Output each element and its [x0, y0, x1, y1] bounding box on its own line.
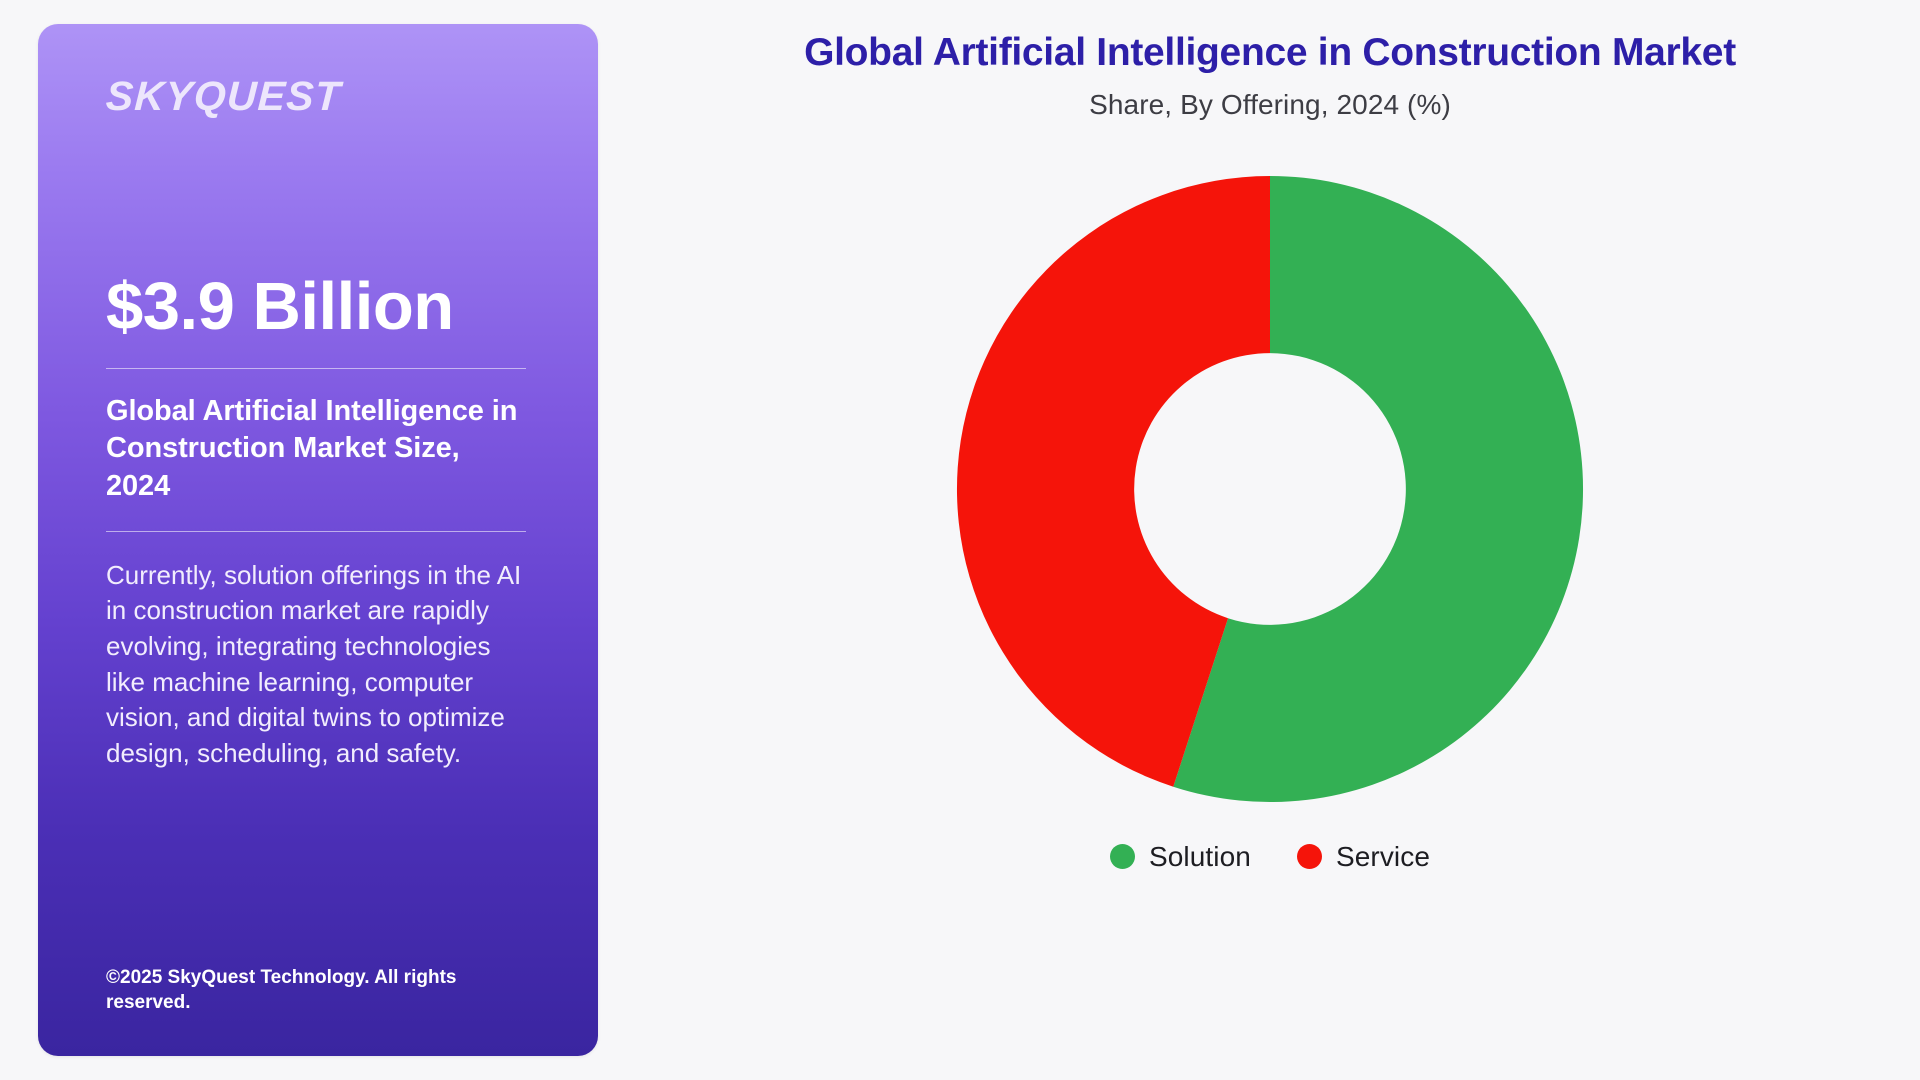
copyright-notice: ©2025 SkyQuest Technology. All rights re…	[106, 966, 457, 1014]
legend-item-solution[interactable]: Solution	[1109, 840, 1251, 873]
legend-label: Solution	[1148, 840, 1251, 872]
chart-legend: Solution Service	[1109, 840, 1431, 873]
donut-chart	[956, 175, 1584, 802]
donut-slice-service[interactable]	[956, 175, 1270, 787]
chart-subtitle: Share, By Offering, 2024 (%)	[1089, 88, 1451, 120]
legend-swatch-service-icon	[1296, 844, 1322, 870]
market-description-paragraph: Currently, solution offerings in the AI …	[106, 559, 522, 768]
donut-slice-solution[interactable]	[1173, 175, 1584, 802]
market-value-headline: $3.9 Billion	[106, 269, 454, 344]
info-sidebar-card: SKYQUEST $3.9 Billion Global Artificial …	[38, 24, 598, 1056]
legend-swatch-solution-icon	[1109, 844, 1135, 870]
skyquest-logo: SKYQUEST	[104, 73, 343, 119]
donut-chart-container	[870, 169, 1670, 809]
legend-item-service[interactable]: Service	[1296, 840, 1431, 873]
chart-panel: Global Artificial Intelligence in Constr…	[620, 0, 1920, 1080]
legend-label: Service	[1335, 840, 1431, 872]
chart-title: Global Artificial Intelligence in Constr…	[804, 31, 1736, 74]
divider-bottom	[106, 530, 526, 532]
divider-top	[106, 368, 526, 370]
market-size-subtitle: Global Artificial Intelligence in Constr…	[106, 395, 518, 502]
